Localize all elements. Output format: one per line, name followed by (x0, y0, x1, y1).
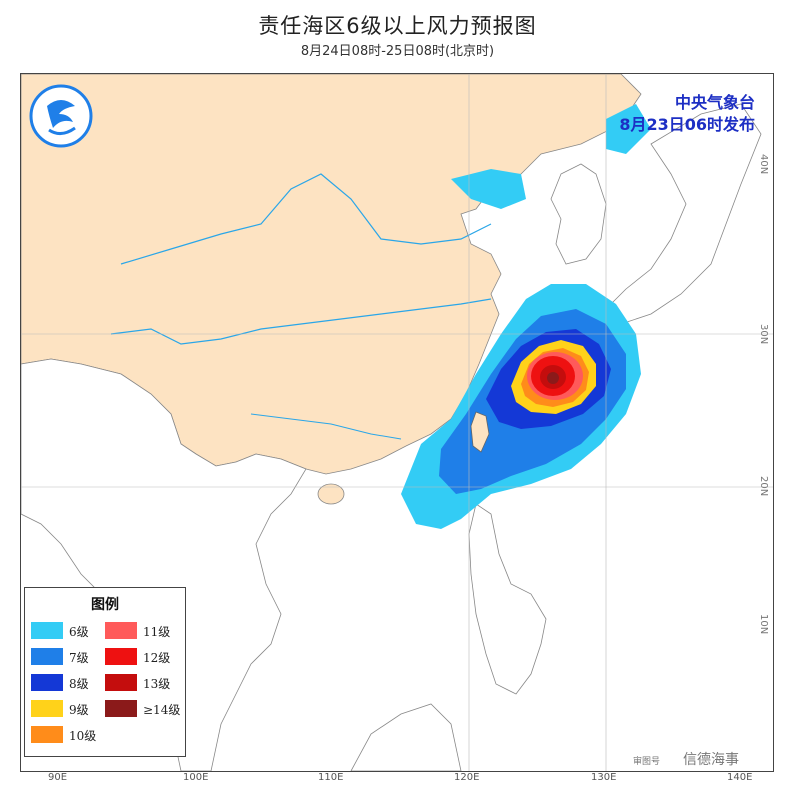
borneo-outline (350, 703, 462, 771)
lat-label-10n: 10N (758, 614, 769, 635)
yangtze-river (110, 298, 492, 345)
legend-label-12: 12级 (143, 651, 171, 665)
issuer-name: 中央气象台 (674, 93, 755, 112)
watermark-text: 信德海事 (683, 752, 739, 768)
legend-label-9: 9级 (69, 703, 89, 717)
lon-label-120e: 120E (454, 772, 480, 783)
legend-label-10: 10级 (69, 729, 97, 743)
legend-panel: 图例 6级 7级 8级 9级 10级 11级 12级 13级 ≥14级 (24, 587, 186, 757)
legend-swatch-7 (31, 648, 63, 665)
legend-swatch-12 (105, 648, 137, 665)
legend-label-11: 11级 (143, 625, 171, 639)
legend-swatch-13 (105, 674, 137, 691)
lon-label-90e: 90E (48, 772, 68, 783)
legend-label-8: 8级 (69, 677, 89, 691)
legend-label-13: 13级 (143, 677, 171, 691)
cma-logo-icon (29, 84, 93, 148)
legend-swatch-8 (31, 674, 63, 691)
legend-title: 图例 (91, 597, 119, 613)
legend-swatch-10 (31, 726, 63, 743)
wind-area-14 (547, 372, 559, 384)
japan-outline (605, 103, 762, 325)
hainan-island (317, 483, 345, 505)
lon-label-110e: 110E (318, 772, 344, 783)
legend-swatch-11 (105, 622, 137, 639)
yellow-river (120, 173, 492, 265)
issue-time: 8月23日06时发布 (619, 115, 755, 134)
map-subtitle: 8月24日08时-25日08时(北京时) (300, 44, 495, 59)
lon-label-130e: 130E (591, 772, 617, 783)
map-title: 责任海区6级以上风力预报图 (258, 14, 537, 38)
legend-label-7: 7级 (69, 651, 89, 665)
legend-swatch-14 (105, 700, 137, 717)
philippines-outline (468, 503, 547, 695)
taiwan-island (470, 411, 490, 453)
lon-label-100e: 100E (183, 772, 209, 783)
lat-label-30n: 30N (758, 324, 769, 345)
legend-swatch-9 (31, 700, 63, 717)
legend-label-14: ≥14级 (143, 703, 181, 717)
approval-stamp: 审图号 (633, 757, 661, 767)
wind-area-6-northeast (606, 104, 651, 154)
korea-outline (550, 163, 607, 265)
issuer-block: 中央气象台 8月23日06时发布 (619, 92, 755, 136)
lon-label-140e: 140E (727, 772, 753, 783)
legend-label-6: 6级 (69, 625, 89, 639)
lat-label-40n: 40N (758, 154, 769, 175)
forecast-map: 中央气象台 8月23日06时发布 40N 30N 20N 10N 审图号 信德海… (20, 73, 774, 772)
wind-area-6-north (451, 169, 526, 209)
map-canvas (21, 74, 773, 771)
legend-swatch-6 (31, 622, 63, 639)
lat-label-20n: 20N (758, 476, 769, 497)
pearl-river (250, 413, 402, 440)
